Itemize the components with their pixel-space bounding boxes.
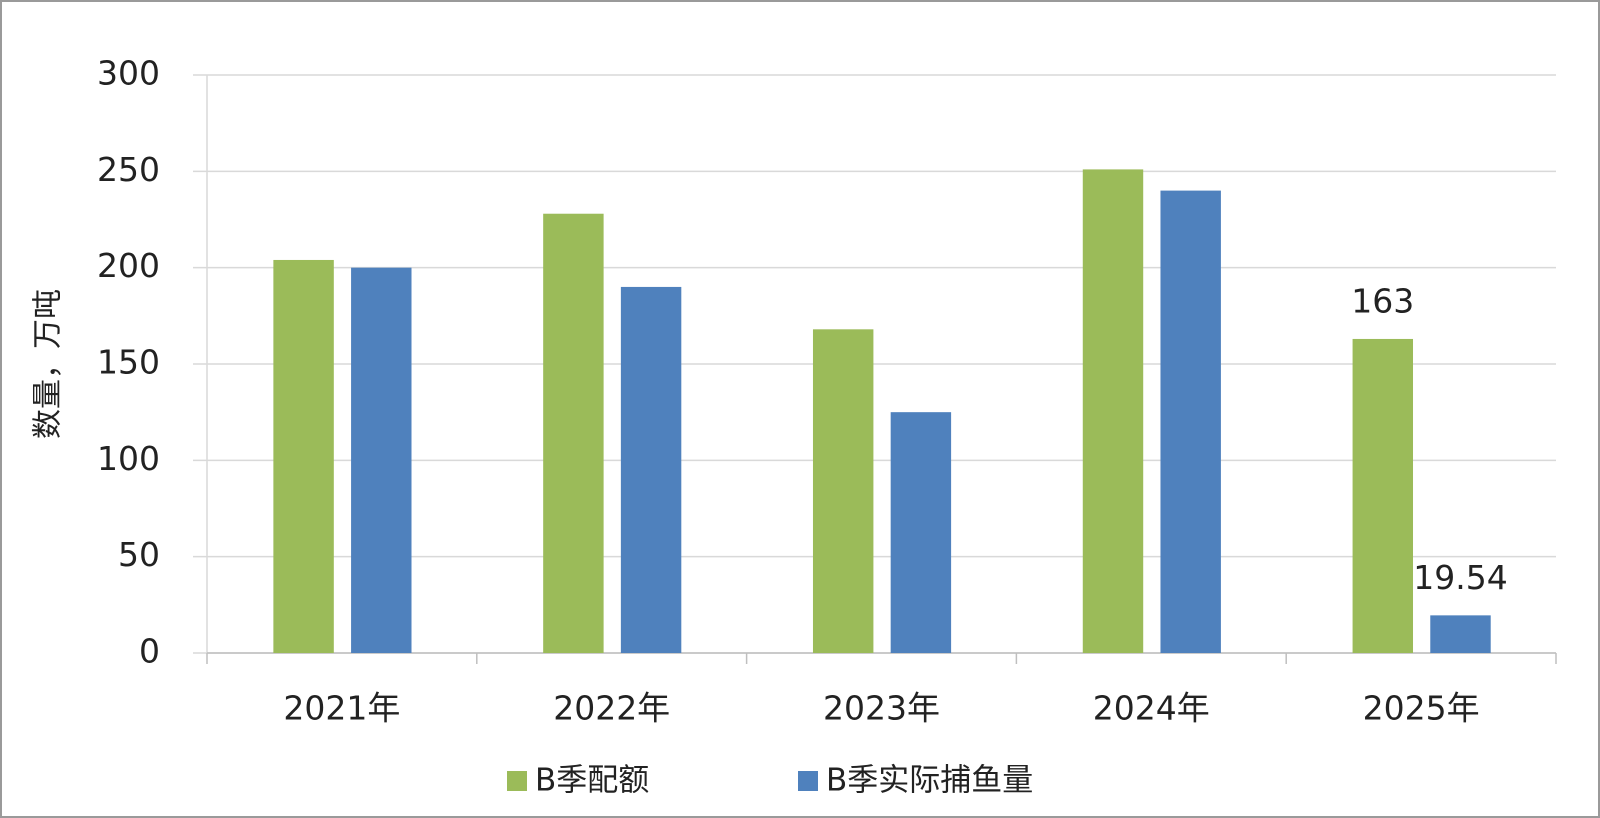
- bar: [1430, 615, 1491, 653]
- y-tick-label: 150: [97, 343, 160, 382]
- bar: [543, 213, 604, 653]
- x-tick-label: 2025年: [1363, 689, 1480, 728]
- y-axis-title: 数量，万吨: [31, 289, 66, 439]
- x-tick-label: 2022年: [553, 689, 670, 728]
- y-tick-label: 100: [97, 439, 160, 478]
- y-tick-label: 300: [97, 54, 160, 93]
- bar: [890, 412, 952, 653]
- legend-swatch: [798, 771, 818, 791]
- x-tick-label: 2023年: [823, 689, 940, 728]
- bar: [620, 286, 682, 653]
- y-tick-label: 0: [139, 632, 160, 671]
- bar: [351, 267, 412, 653]
- y-tick-label: 200: [97, 246, 160, 285]
- x-tick-label: 2021年: [283, 689, 400, 728]
- legend-swatch: [507, 771, 527, 791]
- legend-label: B季实际捕鱼量: [826, 763, 1033, 799]
- bar: [273, 259, 334, 653]
- bar: [1352, 338, 1414, 653]
- y-tick-label: 250: [97, 150, 160, 189]
- data-label: 19.54: [1413, 558, 1507, 597]
- bar: [812, 329, 874, 653]
- bar: [1160, 190, 1221, 653]
- bar: [1082, 169, 1144, 653]
- legend-label: B季配额: [535, 763, 649, 799]
- y-tick-label: 50: [118, 535, 160, 574]
- data-label: 163: [1351, 281, 1414, 320]
- x-tick-label: 2024年: [1093, 689, 1210, 728]
